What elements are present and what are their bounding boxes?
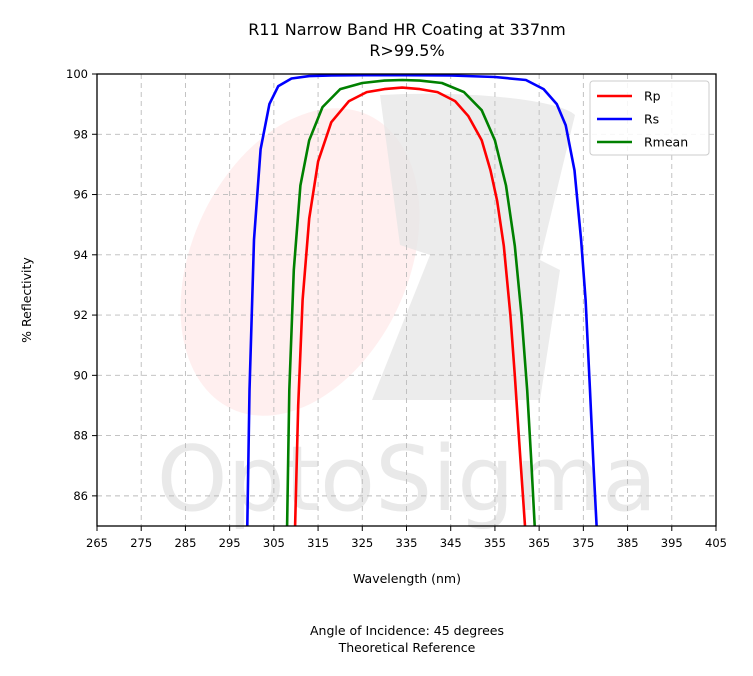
x-tick-label: 395 [661, 536, 683, 550]
y-tick-label: 86 [73, 489, 88, 503]
watermark-sigma-shape [372, 93, 575, 401]
y-axis-ticks: 86 88 90 92 94 96 98 100 [66, 67, 97, 503]
watermark: OptoSigma [157, 93, 657, 532]
x-tick-label: 405 [705, 536, 727, 550]
x-tick-label: 305 [263, 536, 285, 550]
y-tick-label: 96 [73, 188, 88, 202]
x-tick-label: 315 [307, 536, 329, 550]
x-tick-label: 335 [396, 536, 418, 550]
x-tick-label: 345 [440, 536, 462, 550]
x-tick-label: 265 [86, 536, 108, 550]
chart-subtitle: R>99.5% [369, 41, 444, 60]
x-tick-label: 385 [617, 536, 639, 550]
x-axis-ticks: 265 275 285 295 305 315 325 335 345 355 365 375 385 3… [86, 526, 727, 550]
y-tick-label: 98 [73, 127, 88, 141]
x-axis-label: Wavelength (nm) [353, 571, 461, 586]
legend-label-rmean: Rmean [644, 135, 688, 150]
x-tick-label: 375 [572, 536, 594, 550]
series-line-rp [293, 86, 527, 527]
y-tick-label: 100 [66, 67, 88, 81]
y-axis-label: % Reflectivity [19, 257, 34, 343]
legend-box [589, 80, 710, 156]
x-tick-label: 285 [174, 536, 196, 550]
legend-label-rp: Rp [644, 89, 661, 104]
x-tick-label: 355 [484, 536, 506, 550]
annotation-angle: Angle of Incidence: 45 degrees [310, 623, 504, 638]
y-tick-label: 88 [73, 429, 88, 443]
legend: Rp Rs Rmean [589, 80, 710, 156]
series-line-rmean [285, 78, 536, 527]
series-layer [246, 73, 598, 527]
chart-title: R11 Narrow Band HR Coating at 337nm [248, 20, 566, 39]
y-tick-label: 90 [73, 368, 88, 382]
watermark-ellipse [180, 108, 420, 416]
x-tick-label: 365 [528, 536, 550, 550]
x-tick-label: 275 [130, 536, 152, 550]
y-tick-label: 94 [73, 248, 88, 262]
annotation-reference: Theoretical Reference [338, 640, 476, 655]
watermark-text: OptoSigma [157, 427, 657, 532]
x-tick-label: 295 [219, 536, 241, 550]
y-tick-label: 92 [73, 308, 88, 322]
x-tick-label: 325 [351, 536, 373, 550]
legend-label-rs: Rs [644, 112, 659, 127]
series-line-rs [246, 73, 598, 527]
